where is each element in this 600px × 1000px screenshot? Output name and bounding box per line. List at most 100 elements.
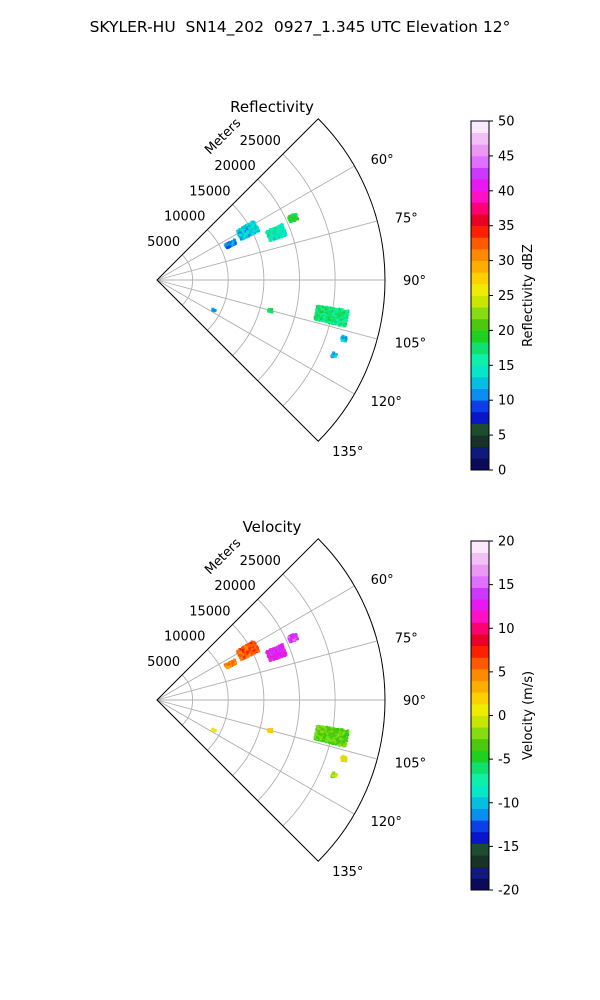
echo-gate xyxy=(336,728,340,731)
echo-gate xyxy=(273,229,277,233)
echo-gate xyxy=(319,730,323,733)
colorbar-segment xyxy=(471,365,489,378)
echo-gate xyxy=(329,739,332,743)
echo-gate xyxy=(342,735,345,739)
echo-gate xyxy=(245,227,248,230)
echo-gate xyxy=(325,312,328,315)
colorbar-tick-label: 20 xyxy=(498,324,515,339)
colorbar-segment xyxy=(471,715,489,728)
colorbar-segment xyxy=(471,214,489,227)
colorbar-label: Velocity (m/s) xyxy=(521,671,536,760)
colorbar-tick-label: -20 xyxy=(498,884,519,899)
echo-gate xyxy=(316,314,319,318)
echo-gate xyxy=(238,228,241,231)
echo-gate xyxy=(316,304,319,308)
echo-gate xyxy=(269,233,273,236)
colorbar-segment xyxy=(471,564,489,577)
echo-gate xyxy=(233,663,236,666)
figure-title: SKYLER-HU SN14_202 0927_1.345 UTC Elevat… xyxy=(90,18,511,37)
echo-gate xyxy=(332,312,336,315)
echo-gate xyxy=(296,637,299,641)
echo-gate xyxy=(270,657,274,660)
echo-gate xyxy=(341,309,345,313)
echo-gate xyxy=(318,727,321,731)
echo-gate xyxy=(253,231,257,235)
range-tick-label: 25000 xyxy=(240,554,281,569)
colorbar-segment xyxy=(471,167,489,180)
echo-gate xyxy=(342,731,346,734)
azimuth-tick-label: 120° xyxy=(371,815,402,830)
echo-gate xyxy=(246,652,250,655)
echo-cluster xyxy=(211,727,217,733)
echo-gate xyxy=(292,218,295,222)
colorbar-tick-label: 15 xyxy=(498,359,515,374)
echo-gate xyxy=(344,318,348,321)
colorbar-segment xyxy=(471,248,489,261)
echo-gate xyxy=(328,736,331,739)
echo-gate xyxy=(316,734,319,738)
echo-gate xyxy=(279,229,283,232)
echo-gate xyxy=(280,644,284,647)
echo-gate xyxy=(334,308,337,311)
echo-gate xyxy=(233,243,236,246)
colorbar-segment xyxy=(471,762,489,775)
echo-gate xyxy=(242,648,245,652)
echo-gate xyxy=(314,314,318,318)
echo-gate xyxy=(341,318,344,322)
echo-gate xyxy=(254,222,257,226)
echo-gate xyxy=(330,730,333,733)
range-axis-label: Meters xyxy=(202,536,244,578)
colorbar-segment xyxy=(471,132,489,145)
echo-gate xyxy=(277,235,280,239)
echo-gate xyxy=(249,221,253,225)
echo-gate xyxy=(323,316,326,320)
echo-gate xyxy=(246,233,249,237)
echo-gate xyxy=(334,740,338,744)
echo-gate xyxy=(344,742,348,745)
echo-gate xyxy=(256,648,259,651)
echo-gate xyxy=(248,647,251,650)
echo-gate xyxy=(328,318,332,321)
echo-gate xyxy=(332,318,335,321)
colorbar-segment xyxy=(471,318,489,331)
echo-gate xyxy=(276,225,279,229)
echo-gate xyxy=(315,310,318,314)
echo-gate xyxy=(245,229,248,232)
sector-outline xyxy=(156,538,386,862)
echo-gate xyxy=(320,725,324,728)
echo-gate xyxy=(283,231,287,235)
echo-gate xyxy=(320,312,324,315)
echo-gate xyxy=(275,231,279,235)
echo-cluster xyxy=(236,220,261,241)
echo-gate xyxy=(334,318,338,321)
echo-gate xyxy=(334,743,338,746)
echo-gate xyxy=(328,740,331,744)
colorbar-tick-label: -5 xyxy=(498,753,511,768)
colorbar-segment xyxy=(471,773,489,786)
echo-gate xyxy=(239,649,242,653)
echo-gate xyxy=(233,661,237,665)
echo-gate xyxy=(246,653,249,657)
echo-gate xyxy=(321,728,324,731)
echo-gate xyxy=(336,733,340,737)
colorbar-tick-label: 25 xyxy=(498,289,515,304)
echo-gate xyxy=(248,644,251,648)
echo-gate xyxy=(327,318,330,322)
echo-gate xyxy=(342,338,345,341)
echo-gate xyxy=(247,234,251,237)
echo-gate xyxy=(325,319,329,323)
echo-gate xyxy=(283,651,287,655)
echo-gate xyxy=(249,647,253,650)
echo-gate xyxy=(328,738,332,741)
echo-gate xyxy=(289,214,293,217)
colorbar-tick-label: 15 xyxy=(498,578,515,593)
azimuth-tick-label: 135° xyxy=(332,445,363,460)
echo-gate xyxy=(334,355,337,358)
echo-gate xyxy=(332,738,335,741)
echo-gate xyxy=(279,652,282,655)
echo-gate xyxy=(332,321,335,325)
reflectivity-colorbar: 0 5 10 15 20 25 30 35 40 45 50 Reflectivity dBZ xyxy=(470,115,536,479)
echo-gate xyxy=(246,650,249,654)
echo-gate xyxy=(273,649,277,653)
